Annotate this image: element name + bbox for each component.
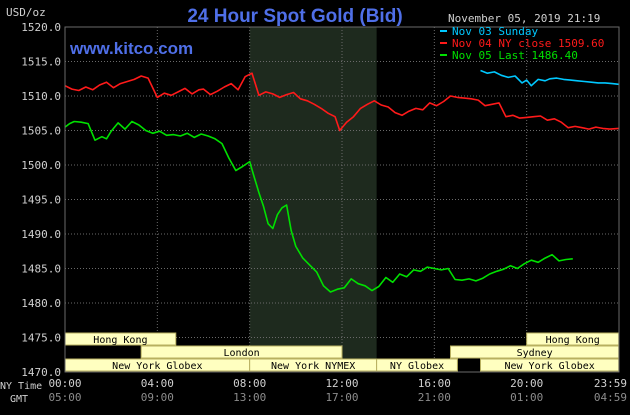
nymex-shaded-period <box>249 27 377 372</box>
y-tick-label: 1520.0 <box>21 21 61 34</box>
session-label: London <box>224 348 260 359</box>
y-tick-label: 1510.0 <box>21 90 61 103</box>
session-bar <box>376 358 458 372</box>
gmt-tick-label: 05:00 <box>48 391 81 404</box>
ny-time-row-label: NY Time <box>0 381 42 392</box>
session-label: New York NYMEX <box>271 361 355 372</box>
session-label: Hong Kong <box>546 335 600 346</box>
legend-entry: Nov 03 Sunday <box>452 25 538 38</box>
x-tick-label: 16:00 <box>418 377 451 390</box>
y-tick-label: 1470.0 <box>21 366 61 379</box>
session-label: NY Globex <box>390 361 444 372</box>
gmt-tick-label: 21:00 <box>418 391 451 404</box>
x-tick-label: 04:00 <box>141 377 174 390</box>
legend-entry: Nov 05 Last 1486.40 <box>452 49 578 62</box>
gmt-tick-label: 13:00 <box>233 391 266 404</box>
x-tick-label: 00:00 <box>48 377 81 390</box>
x-tick-label: 08:00 <box>233 377 266 390</box>
legend-entry: Nov 04 NY close 1509.60 <box>452 37 604 50</box>
chart-timestamp: November 05, 2019 21:19 <box>448 12 600 25</box>
gmt-tick-label: 01:00 <box>510 391 543 404</box>
y-axis-label: USD/oz <box>6 6 46 19</box>
x-tick-label: 23:59 <box>594 377 627 390</box>
kitco-watermark: www.kitco.com <box>69 39 193 58</box>
y-tick-label: 1480.0 <box>21 297 61 310</box>
y-tick-label: 1490.0 <box>21 228 61 241</box>
gmt-tick-label: 09:00 <box>141 391 174 404</box>
session-label: Hong Kong <box>93 335 147 346</box>
plot-frame <box>64 26 620 373</box>
chart-title: 24 Hour Spot Gold (Bid) <box>187 6 402 27</box>
gmt-tick-label: 17:00 <box>325 391 358 404</box>
y-tick-label: 1505.0 <box>21 125 61 138</box>
session-label: Sydney <box>517 348 553 359</box>
series-line-1 <box>64 72 619 132</box>
gmt-tick-label: 04:59 <box>594 391 627 404</box>
series-line-0 <box>480 69 619 87</box>
y-tick-label: 1485.0 <box>21 263 61 276</box>
y-tick-label: 1495.0 <box>21 194 61 207</box>
y-tick-label: 1500.0 <box>21 159 61 172</box>
y-tick-label: 1515.0 <box>21 56 61 69</box>
gmt-row-label: GMT <box>10 394 28 405</box>
x-tick-label: 20:00 <box>510 377 543 390</box>
session-label: New York Globex <box>504 361 594 372</box>
y-tick-label: 1475.0 <box>21 332 61 345</box>
series-line-2 <box>64 120 573 293</box>
x-tick-label: 12:00 <box>325 377 358 390</box>
session-bar <box>140 345 343 359</box>
session-label: New York Globex <box>112 361 202 372</box>
